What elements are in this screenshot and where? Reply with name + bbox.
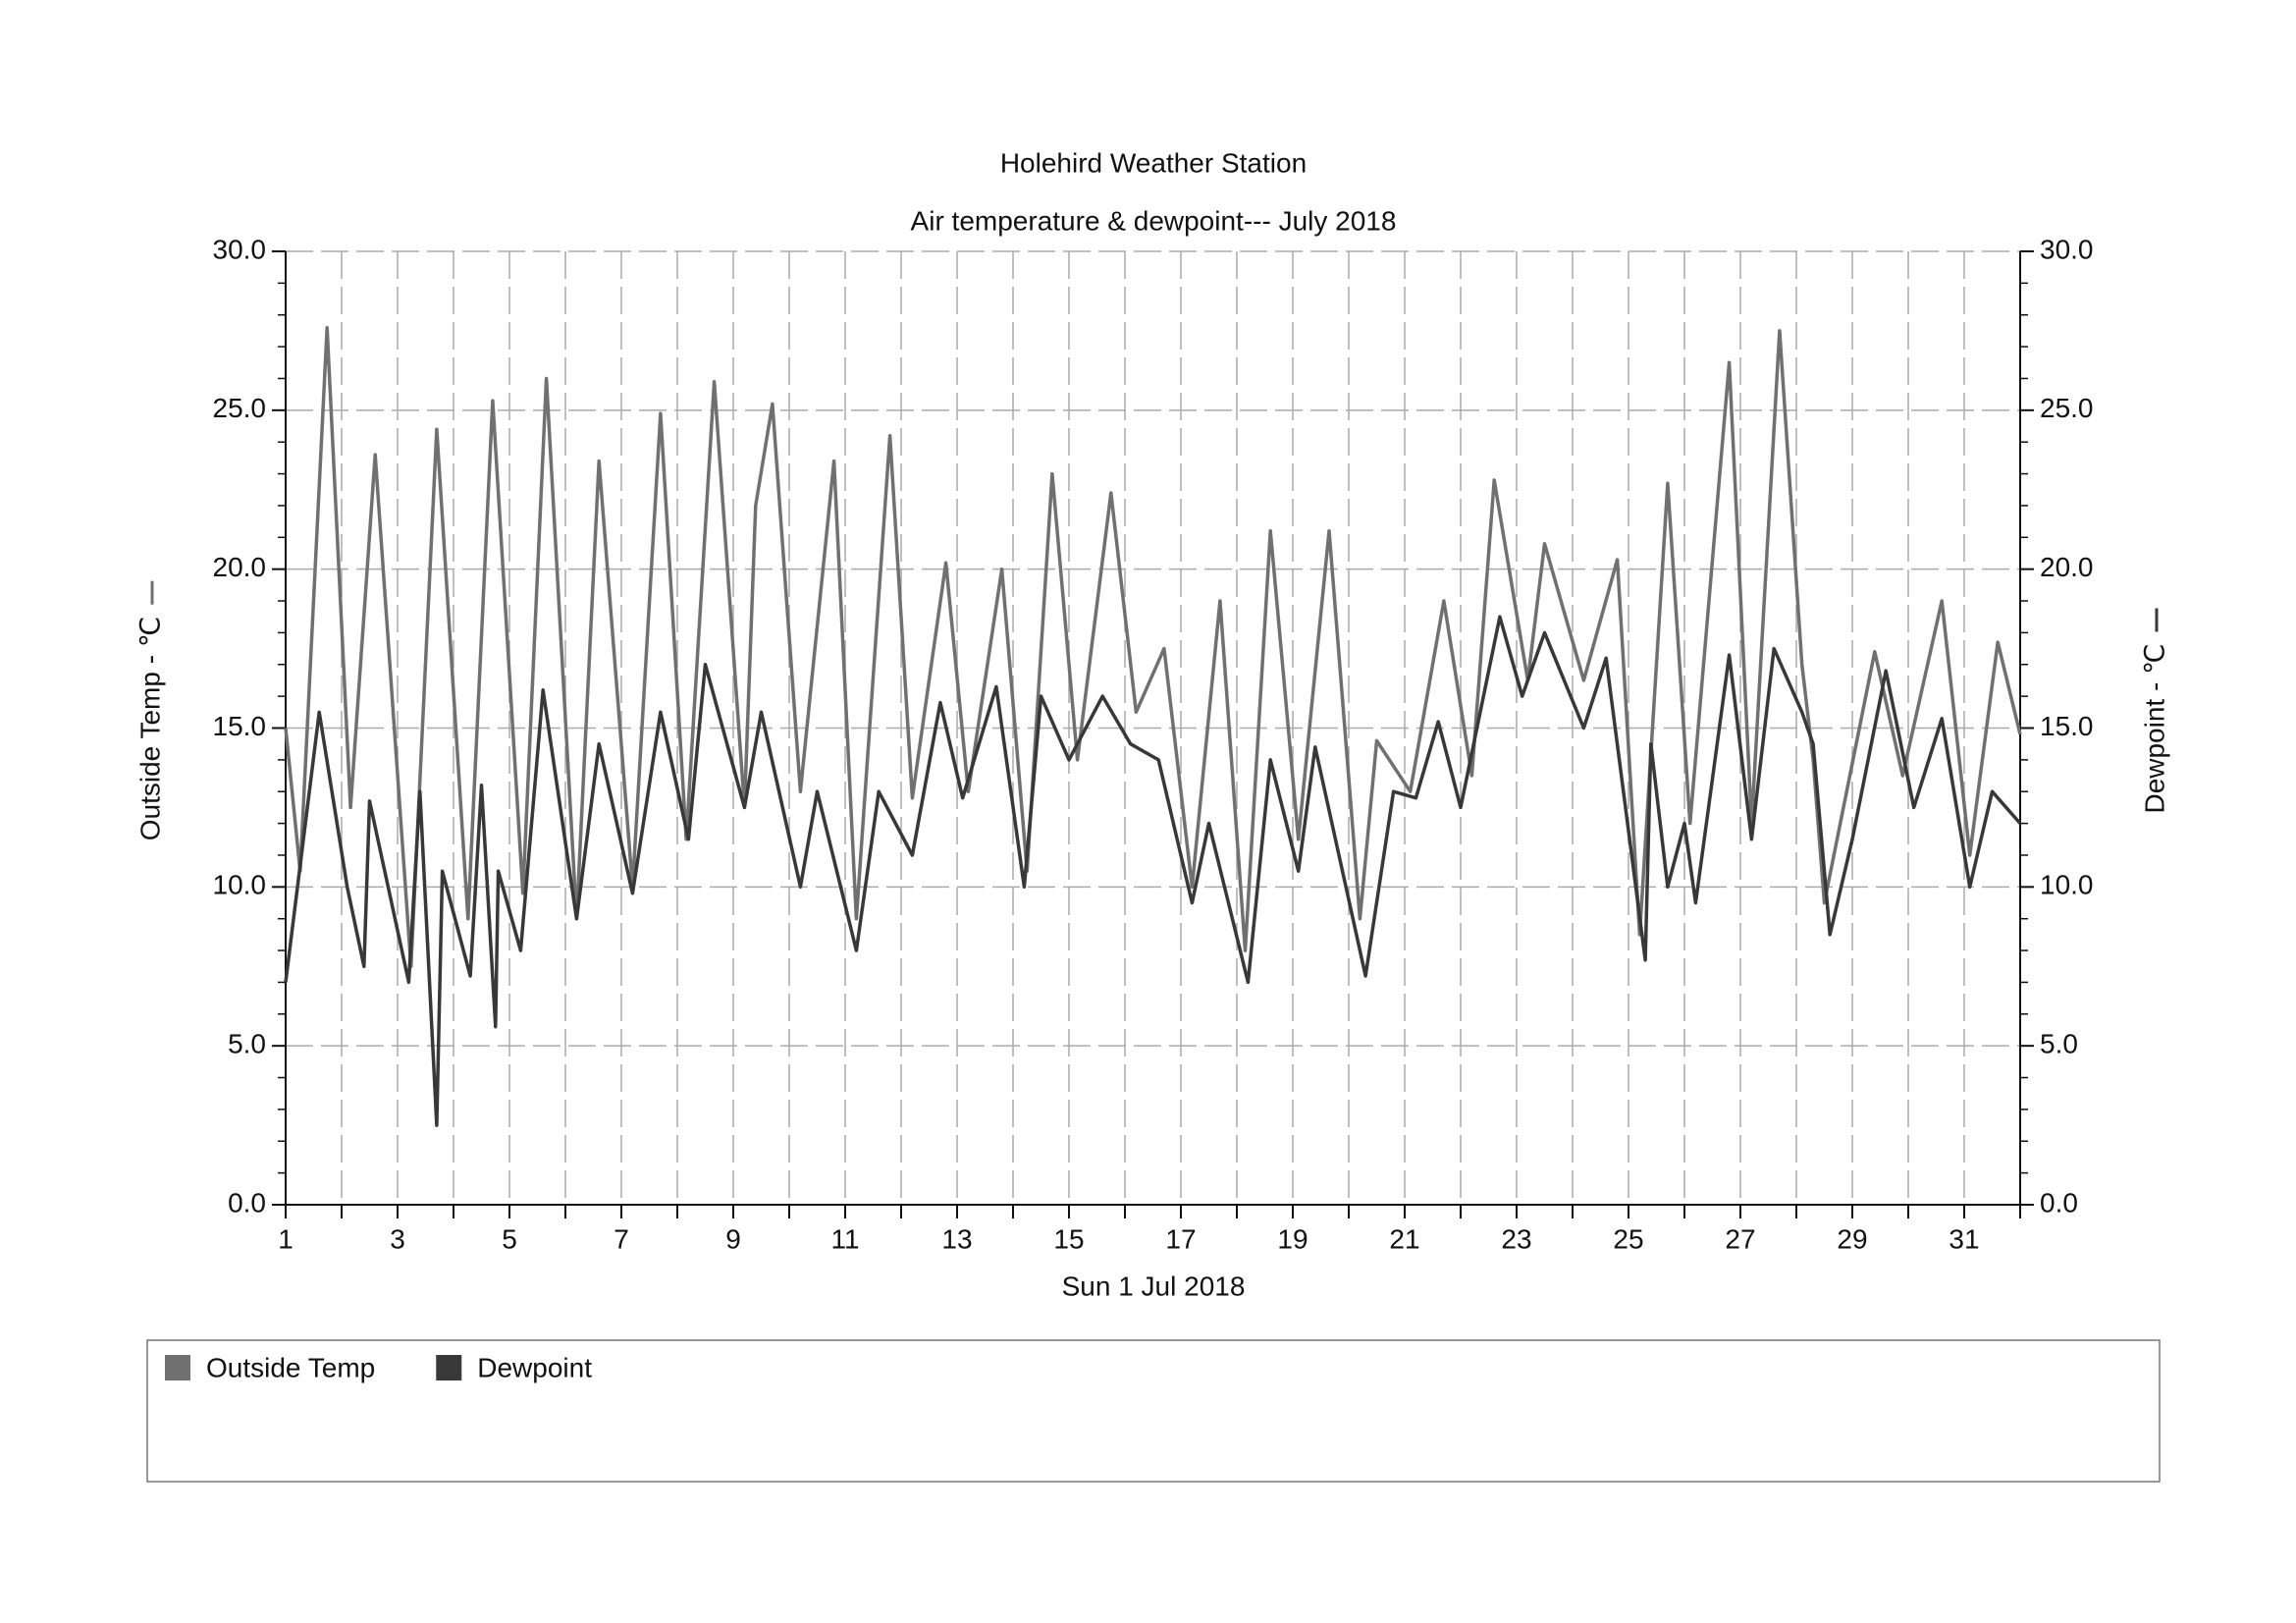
x-tick-label: 9 [725,1223,741,1254]
y2-tick-label: 15.0 [2040,711,2094,741]
series-line [284,325,2022,969]
legend-label: Outside Temp [206,1352,375,1382]
x-tick-label: 7 [614,1223,629,1254]
y-tick-label: 25.0 [213,393,267,423]
x-axis-label: Sun 1 Jul 2018 [1062,1271,1246,1301]
x-tick-label: 23 [1501,1223,1531,1254]
y2-tick-label: 0.0 [2040,1187,2078,1217]
y2-tick-label: 30.0 [2040,234,2094,264]
y2-tick-label: 5.0 [2040,1029,2078,1059]
y-tick-label: 5.0 [228,1029,266,1059]
y-tick-label: 15.0 [213,711,267,741]
legend-swatch [436,1355,462,1380]
x-tick-label: 17 [1165,1223,1196,1254]
y-tick-label: 10.0 [213,870,267,900]
x-tick-label: 1 [278,1223,294,1254]
series-line [284,615,2022,1127]
chart-title: Holehird Weather Station [1000,147,1307,178]
x-tick-label: 19 [1277,1223,1308,1254]
x-tick-label: 27 [1725,1223,1755,1254]
chart-subtitle: Air temperature & dewpoint--- July 2018 [911,205,1397,236]
x-tick-label: 15 [1053,1223,1084,1254]
legend-swatch [165,1355,190,1380]
legend-box [146,1339,2161,1483]
y-tick-label: 20.0 [213,552,267,582]
y2-axis-label: Dewpoint - ℃ [2139,643,2169,813]
x-tick-label: 13 [941,1223,972,1254]
y-tick-label: 0.0 [228,1187,266,1217]
y-tick-label: 30.0 [213,234,267,264]
y-axis-label-group: Outside Temp - ℃ [134,580,165,841]
y2-tick-label: 20.0 [2040,552,2094,582]
y2-axis-label-group: Dewpoint - ℃ [2139,608,2169,814]
y2-tick-label: 25.0 [2040,393,2094,423]
y-axis-label: Outside Temp - ℃ [134,617,165,841]
x-tick-label: 21 [1389,1223,1419,1254]
legend-label: Dewpoint [477,1352,592,1382]
x-tick-label: 11 [830,1223,859,1254]
x-tick-label: 25 [1613,1223,1643,1254]
x-tick-label: 29 [1837,1223,1867,1254]
y2-tick-label: 10.0 [2040,870,2094,900]
x-tick-label: 3 [390,1223,405,1254]
x-tick-label: 31 [1949,1223,1979,1254]
x-tick-label: 5 [502,1223,517,1254]
